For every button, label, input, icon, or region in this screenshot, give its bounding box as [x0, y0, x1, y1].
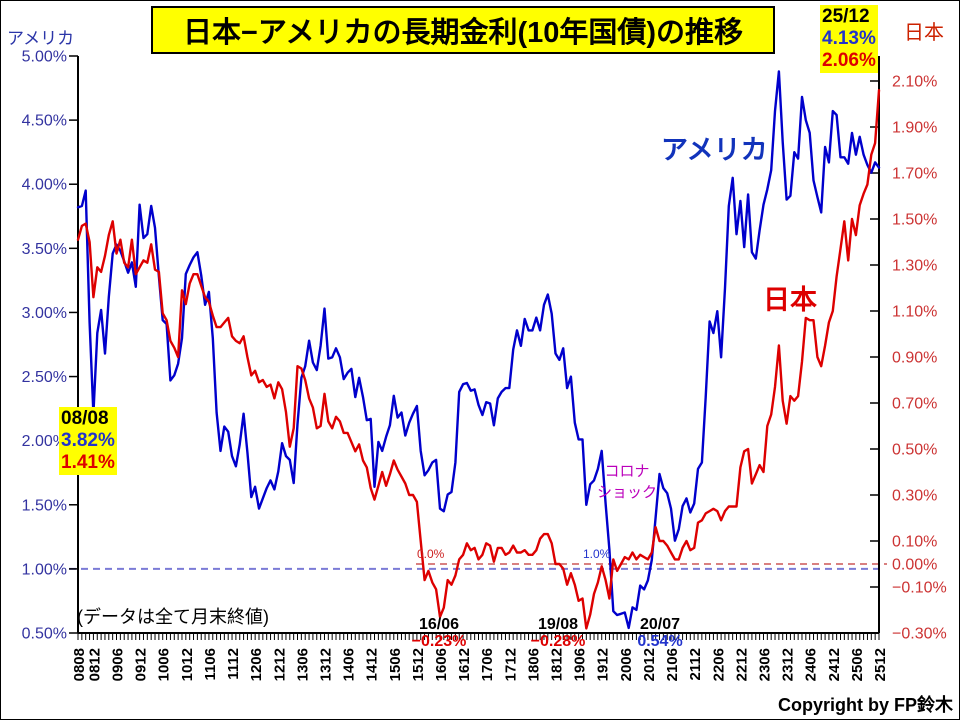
right-axis-tick-label: 1.90% [892, 120, 937, 137]
x-axis-tick-label: 2006 [618, 648, 635, 681]
corona-shock-line2: ショック [596, 484, 657, 501]
us-series-label: アメリカ [661, 135, 768, 165]
us-low-2020-annotation: 20/07 0.54% [625, 616, 695, 650]
x-axis-tick-label: 1312 [317, 648, 334, 681]
left-axis-tick-label: 1.00% [22, 561, 67, 578]
x-axis-tick-label: 0906 [110, 648, 127, 681]
x-axis-tick-label: 1812 [549, 648, 566, 681]
jp-low-2019-value: −0.28% [530, 633, 586, 650]
x-axis-tick-label: 1012 [179, 648, 196, 681]
us-low-2020-value: 0.54% [637, 633, 683, 650]
chart-title-text: 日本−アメリカの長期金利(10年国債)の推移 [182, 17, 744, 49]
x-axis-tick-label: 2306 [756, 648, 773, 681]
right-axis-tick-label: 0.00% [892, 557, 937, 574]
start-date-label: 08/08 [61, 408, 109, 429]
right-axis-tick-label: 2.10% [892, 74, 937, 91]
jp-low-2016-annotation: 16/06 −0.23% [404, 616, 474, 650]
x-axis-tick-label: 2112 [687, 648, 704, 681]
x-axis-tick-label: 1206 [248, 648, 265, 681]
left-axis-title: アメリカ [7, 29, 75, 48]
left-axis-tick-label: 5.00% [22, 49, 67, 66]
start-value-callout: 08/08 3.82% 1.41% [59, 407, 117, 475]
right-axis-tick-label: 1.70% [892, 166, 937, 183]
x-axis-tick-label: 2406 [803, 648, 820, 681]
end-value-callout: 25/12 4.13% 2.06% [820, 5, 878, 73]
corona-shock-line1: コロナ [604, 463, 650, 480]
x-axis-tick-label: 2012 [641, 648, 658, 681]
x-axis-tick-label: 2412 [826, 648, 843, 681]
right-axis-tick-label: −0.30% [892, 626, 947, 643]
jp-low-2019-annotation: 19/08 −0.28% [523, 616, 593, 650]
start-us-value: 3.82% [61, 430, 115, 451]
jp-zero-reference-label: 0.0% [417, 547, 445, 561]
x-axis-tick-label: 1412 [364, 648, 381, 681]
jp-series-label: 日本 [763, 285, 817, 315]
right-axis-tick-label: 1.30% [892, 258, 937, 275]
jp-low-2016-value: −0.23% [411, 633, 467, 650]
x-axis-tick-label: 1406 [341, 648, 358, 681]
x-axis-tick-label: 0812 [86, 648, 103, 681]
x-axis-tick-label: 1306 [294, 648, 311, 681]
right-axis-tick-label: 0.70% [892, 396, 937, 413]
right-axis-title: 日本 [904, 22, 944, 44]
start-jp-value: 1.41% [61, 452, 115, 473]
us-one-percent-reference-label: 1.0% [583, 547, 611, 561]
x-axis-tick-label: 2106 [664, 648, 681, 681]
x-axis-tick-label: 1506 [387, 648, 404, 681]
left-axis-tick-label: 2.50% [22, 369, 67, 386]
x-axis-tick-label: 1106 [202, 648, 219, 681]
right-axis-tick-label: 0.90% [892, 350, 937, 367]
chart-title: 日本−アメリカの長期金利(10年国債)の推移 [151, 6, 775, 54]
x-axis-tick-label: 1612 [456, 648, 473, 681]
x-axis-tick-label: 1706 [479, 648, 496, 681]
x-axis-tick-label: 1512 [410, 648, 427, 681]
x-axis-tick-label: 2506 [849, 648, 866, 681]
x-axis-tick-label: 1806 [525, 648, 542, 681]
x-axis-tick-label: 2512 [872, 648, 889, 681]
right-axis-tick-label: 1.10% [892, 304, 937, 321]
end-jp-value: 2.06% [822, 50, 876, 71]
left-axis-tick-label: 4.00% [22, 177, 67, 194]
left-axis-tick-label: 2.00% [22, 433, 67, 450]
right-axis-tick-label: 0.50% [892, 442, 937, 459]
left-axis-tick-label: 4.50% [22, 113, 67, 130]
x-axis-tick-label: 0808 [71, 648, 88, 681]
left-axis-tick-label: 3.00% [22, 305, 67, 322]
x-axis-tick-label: 1712 [502, 648, 519, 681]
x-axis-tick-label: 1606 [433, 648, 450, 681]
copyright-label: Copyright by FP鈴木 [778, 695, 953, 715]
x-axis-tick-label: 1912 [595, 648, 612, 681]
right-axis-tick-label: 0.30% [892, 488, 937, 505]
x-axis-tick-label: 0912 [133, 648, 150, 681]
jp-rate-line [76, 88, 881, 630]
end-date-label: 25/12 [822, 6, 870, 27]
right-axis-tick-label: 1.50% [892, 212, 937, 229]
us-rate-line [76, 70, 881, 630]
x-axis-tick-label: 1212 [271, 648, 288, 681]
right-axis-tick-label: −0.10% [892, 580, 947, 597]
us-low-2020-date: 20/07 [639, 616, 681, 633]
left-axis-tick-label: 3.50% [22, 241, 67, 258]
corona-shock-annotation: コロナ ショック [595, 461, 659, 503]
x-axis-tick-label: 2206 [710, 648, 727, 681]
x-axis-tick-label: 1006 [156, 648, 173, 681]
x-axis-tick-label: 2212 [733, 648, 750, 681]
x-axis-tick-label: 1906 [572, 648, 589, 681]
jp-low-2016-date: 16/06 [418, 616, 460, 633]
left-axis-tick-label: 1.50% [22, 497, 67, 514]
x-axis-tick-label: 2312 [780, 648, 797, 681]
jp-low-2019-date: 19/08 [537, 616, 579, 633]
end-us-value: 4.13% [822, 28, 876, 49]
x-axis-tick-label: 1112 [225, 648, 242, 680]
data-source-note: (データは全て月末終値) [77, 607, 269, 627]
left-axis-tick-label: 0.50% [22, 626, 67, 643]
right-axis-tick-label: 0.10% [892, 534, 937, 551]
